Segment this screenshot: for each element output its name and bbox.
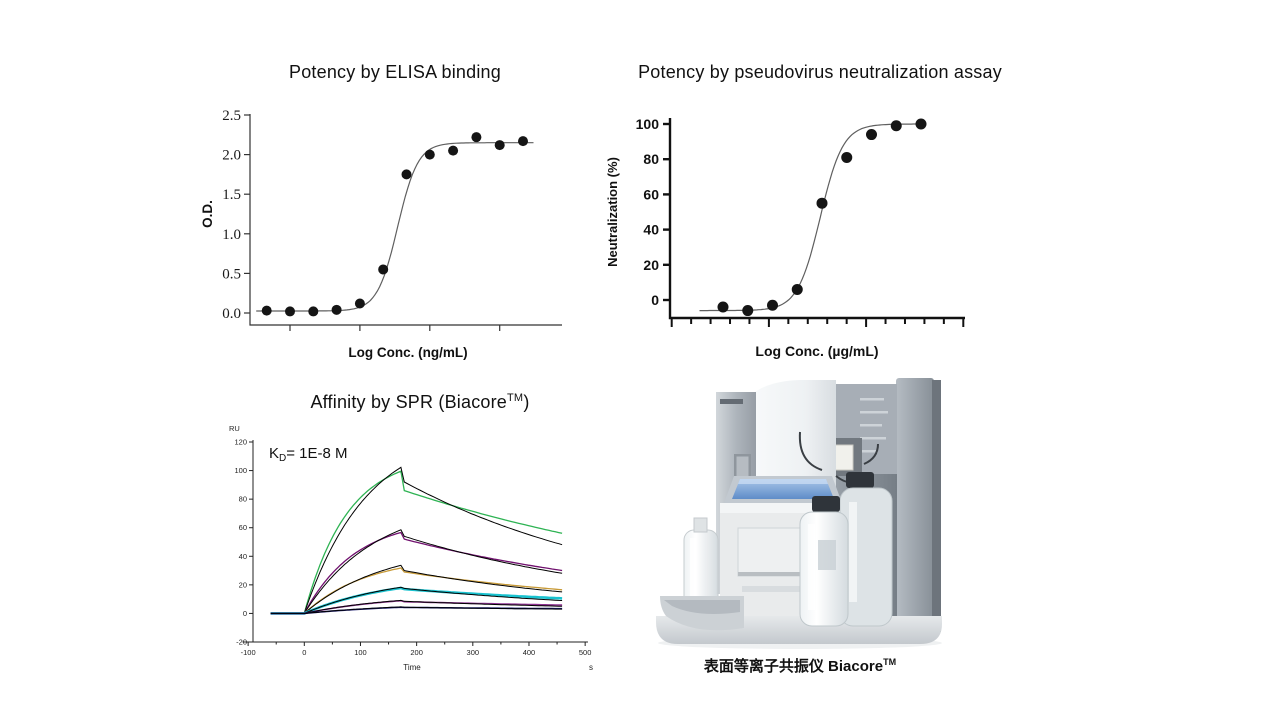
elisa-chart: 0.0 0.5 1.0 1.5 2.0 2.5 O.D. Log Conc. (ng/mL)	[190, 100, 600, 370]
drawer-slot	[742, 586, 804, 592]
spr-y-axis-unit: RU	[229, 424, 240, 433]
neutralization-chart: 0 20 40 60 80 100 Neutralization (%) Log Conc. …	[600, 100, 1000, 370]
instrument-caption: 表面等离子共振仪 BiacoreTM	[650, 655, 950, 676]
left-bottle-neck	[693, 517, 708, 533]
biacore-instrument-photo	[650, 372, 950, 650]
rear-bottle-highlight	[849, 502, 857, 602]
spr-fit-1	[270, 466, 563, 614]
neutralization-data-points	[717, 118, 927, 317]
svg-text:2.0: 2.0	[222, 148, 241, 164]
spr-fit-5	[270, 599, 563, 614]
instrument-right-edge	[932, 380, 941, 632]
spr-x-axis-unit: s	[589, 663, 593, 672]
neutralization-panel-title: Potency by pseudovirus neutralization as…	[638, 62, 1002, 82]
svg-text:60: 60	[643, 186, 659, 202]
svg-text:80: 80	[643, 151, 659, 167]
svg-text:-100: -100	[241, 648, 256, 657]
spr-title-trademark: TM	[507, 392, 524, 404]
front-unit-lip	[720, 503, 848, 513]
svg-text:300: 300	[467, 648, 480, 657]
instrument-right-tower	[896, 378, 934, 632]
svg-text:100: 100	[354, 648, 367, 657]
svg-text:100: 100	[234, 466, 247, 475]
elisa-data-points	[261, 132, 528, 317]
elisa-plot-svg: 0.0 0.5 1.0 1.5 2.0 2.5 O.D. Log Conc. (ng/mL)	[200, 108, 562, 360]
spr-fit-3	[270, 564, 563, 614]
spr-title-close: )	[523, 392, 530, 412]
svg-text:1.5: 1.5	[222, 187, 241, 203]
spr-fit-4	[270, 586, 563, 614]
elisa-x-ticks	[289, 325, 501, 331]
spr-fit-2	[270, 529, 563, 614]
spr-title-text: Affinity by SPR (Biacore	[310, 392, 508, 412]
front-bottle-cap	[812, 496, 840, 512]
neutralization-plot-svg: 0 20 40 60 80 100 Neutralization (%) Log Conc. …	[605, 116, 965, 359]
svg-text:20: 20	[643, 257, 659, 273]
vent-label-lines	[860, 398, 888, 453]
svg-text:120: 120	[234, 438, 247, 447]
spr-sensorgram-2	[270, 531, 563, 615]
spr-curves	[270, 466, 563, 615]
instrument-center-tower	[750, 380, 836, 503]
instrument-caption-text: 表面等离子共振仪 Biacore	[703, 658, 884, 675]
spr-x-axis-label: Time	[403, 663, 421, 672]
svg-text:0: 0	[651, 292, 659, 308]
model-name-label	[720, 399, 743, 404]
biacore-instrument-illustration	[656, 378, 942, 649]
neutralization-y-axis-label: Neutralization (%)	[605, 157, 620, 267]
elisa-axes	[249, 114, 562, 326]
svg-text:0: 0	[243, 609, 247, 618]
svg-text:40: 40	[643, 222, 659, 238]
drawer-shadow-line	[738, 572, 832, 576]
elisa-y-ticks: 0.0 0.5 1.0 1.5 2.0 2.5	[222, 108, 250, 322]
elisa-x-axis-label: Log Conc. (ng/mL)	[348, 345, 467, 360]
svg-text:400: 400	[523, 648, 536, 657]
spr-y-ticks: 120 100 80 60 40 20 0 -20	[234, 438, 253, 647]
svg-text:80: 80	[239, 495, 247, 504]
rear-bottle-cap	[846, 472, 874, 488]
elisa-y-axis-label: O.D.	[200, 200, 215, 228]
svg-text:500: 500	[579, 648, 592, 657]
svg-text:200: 200	[410, 648, 423, 657]
spr-x-ticks: -100 0 100 200 300 400 500	[241, 642, 592, 657]
front-bottle-highlight	[808, 524, 815, 610]
svg-text:0: 0	[302, 648, 306, 657]
spr-kd-annotation: KD= 1E-8 M	[269, 445, 348, 464]
neutralization-x-ticks	[670, 318, 965, 327]
elisa-fit-curve	[256, 142, 534, 312]
svg-text:2.5: 2.5	[222, 108, 241, 124]
svg-text:0.5: 0.5	[222, 266, 241, 282]
spr-sensorgram-chart: 120 100 80 60 40 20 0 -20 RU -100 0 100 200 300 400 500…	[215, 418, 610, 683]
spr-fit-6	[270, 606, 563, 614]
front-bottle-label	[818, 540, 836, 570]
neutralization-axes	[668, 118, 965, 320]
svg-text:20: 20	[239, 580, 247, 589]
neutralization-x-axis-label: Log Conc. (µg/mL)	[755, 343, 878, 359]
svg-text:60: 60	[239, 523, 247, 532]
svg-text:100: 100	[636, 116, 660, 132]
svg-text:1.0: 1.0	[222, 227, 241, 243]
elisa-panel-title: Potency by ELISA binding	[289, 62, 501, 82]
tray-lid-glare	[738, 479, 828, 484]
svg-text:0.0: 0.0	[222, 306, 241, 322]
neutralization-fit-curve	[699, 123, 922, 312]
spr-sensorgram-1	[270, 470, 563, 615]
svg-text:40: 40	[239, 552, 247, 561]
instrument-caption-trademark: TM	[883, 657, 897, 667]
waste-tray-inner	[664, 600, 740, 614]
spr-panel-title: Affinity by SPR (BiacoreTM)	[230, 392, 610, 413]
svg-text:-20: -20	[236, 638, 247, 647]
neutralization-y-ticks: 0 20 40 60 80 100	[636, 116, 670, 308]
left-bottle-highlight	[690, 538, 696, 606]
